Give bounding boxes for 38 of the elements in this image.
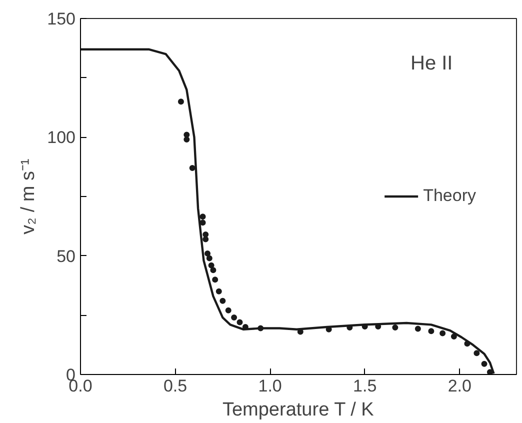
point [210,267,216,274]
point [428,328,434,334]
y-tick-label: 50 [56,246,76,266]
point [236,319,243,326]
point [200,214,206,220]
point [202,231,209,238]
x-tick-label: 0.5 [163,376,188,396]
point [486,369,493,374]
point [220,298,226,304]
point [208,262,214,268]
point [258,325,264,332]
point [362,324,368,330]
y-tick-label: 150 [47,10,76,28]
point [474,350,480,356]
point [464,340,470,347]
x-tick-label: 2.0 [448,376,472,396]
point [450,334,457,340]
point [178,98,184,105]
point [231,314,238,321]
point [440,330,446,336]
point [189,165,196,172]
y-axis-title: v₂ / m s⁻¹ [18,158,40,234]
point [225,307,232,314]
point [392,324,398,331]
point [184,136,190,143]
point [414,326,421,332]
x-axis-title: Temperature T / K [222,400,374,420]
point [202,236,209,242]
point [216,288,222,294]
x-tick-label: 1.0 [258,376,282,396]
point [212,276,218,283]
legend-label: Theory [423,186,476,206]
y-tick-label: 100 [47,128,76,148]
x-tick-label: 1.5 [353,376,377,396]
annotation: He II [410,52,453,74]
point [204,250,211,256]
point [481,360,488,367]
point [206,255,212,262]
